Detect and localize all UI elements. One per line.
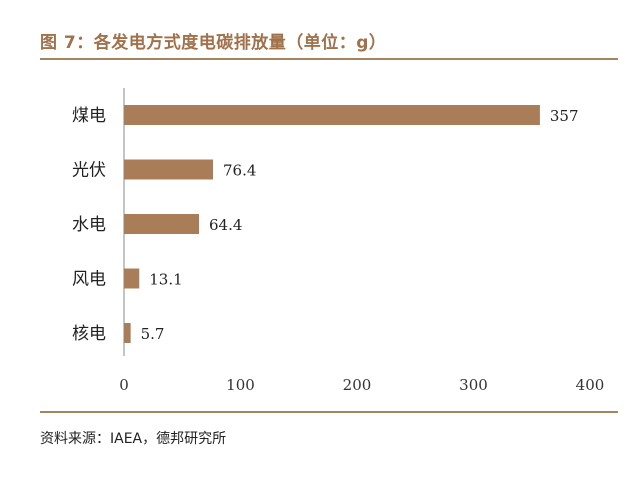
x-tick-labels-group: 0 100 200 300 400 — [119, 376, 604, 394]
category-label-2: 光伏 — [72, 161, 106, 181]
category-label-5: 核电 — [72, 324, 106, 344]
x-tick-label-100: 100 — [226, 376, 255, 394]
bar-3 — [124, 214, 200, 234]
x-tick-label-200: 200 — [343, 376, 372, 394]
bottom-divider — [40, 411, 618, 413]
category-label-4: 风电 — [72, 270, 106, 290]
bar-4 — [124, 268, 140, 289]
value-label-1: 357 — [550, 107, 579, 125]
value-label-3: 64.4 — [209, 216, 242, 234]
x-tick-label-0: 0 — [119, 376, 129, 394]
bar-1 — [124, 105, 540, 125]
bar-2 — [124, 159, 214, 180]
bars-group — [124, 105, 540, 343]
value-label-4: 13.1 — [149, 271, 182, 289]
chart-title: 图 7：各发电方式度电碳排放量（单位：g） — [40, 33, 387, 53]
x-tick-label-300: 300 — [459, 376, 488, 394]
source-note: 资料来源：IAEA，德邦研究所 — [40, 431, 227, 447]
top-divider — [40, 58, 618, 60]
category-label-3: 水电 — [72, 215, 106, 235]
category-label-1: 煤电 — [72, 106, 106, 126]
bar-5 — [124, 323, 131, 343]
x-tick-label-400: 400 — [576, 376, 605, 394]
value-labels-group: 357 76.4 64.4 13.1 5.7 — [141, 107, 579, 343]
value-label-5: 5.7 — [141, 325, 165, 343]
value-label-2: 76.4 — [223, 162, 256, 180]
